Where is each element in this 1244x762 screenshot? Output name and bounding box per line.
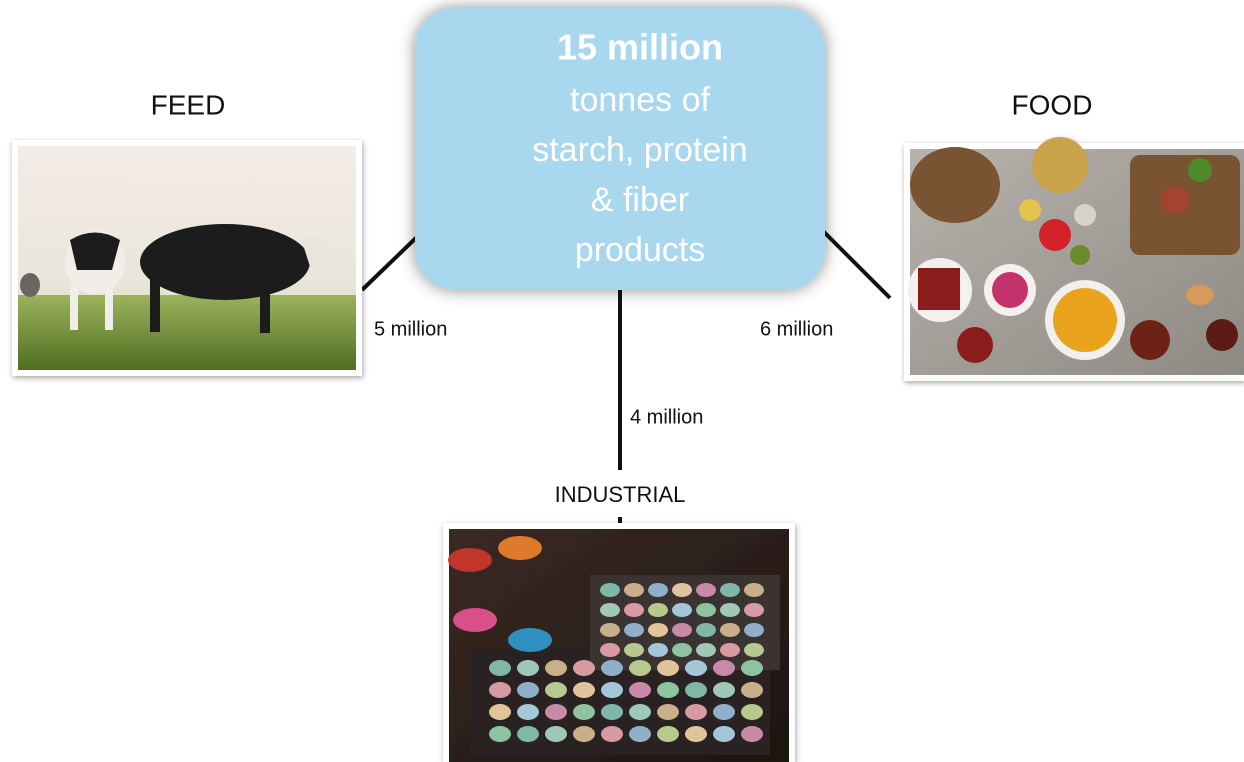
center-line: tonnes of	[570, 81, 710, 119]
diagram: 15 million tonnes of starch, protein & fib…	[0, 0, 1244, 762]
feed-photo	[12, 140, 362, 376]
page: 15 million tonnes of starch, protein & fib…	[0, 0, 1244, 762]
center-headline: 15 million	[557, 27, 723, 68]
branch-label: FEED	[151, 89, 226, 120]
connector-feed	[362, 236, 418, 290]
center-line: starch, protein	[532, 131, 747, 169]
branch-amount: 6 million	[760, 318, 833, 340]
center-line: & fiber	[591, 181, 689, 219]
branch-amount: 5 million	[374, 318, 447, 340]
branch-label: INDUSTRIAL	[555, 482, 686, 507]
branch-amount: 4 million	[630, 406, 703, 428]
branch-label: FOOD	[1012, 89, 1093, 120]
connector-food	[822, 230, 890, 298]
food-photo	[904, 137, 1244, 381]
center-line: products	[575, 231, 705, 269]
industrial-photo	[443, 523, 795, 762]
